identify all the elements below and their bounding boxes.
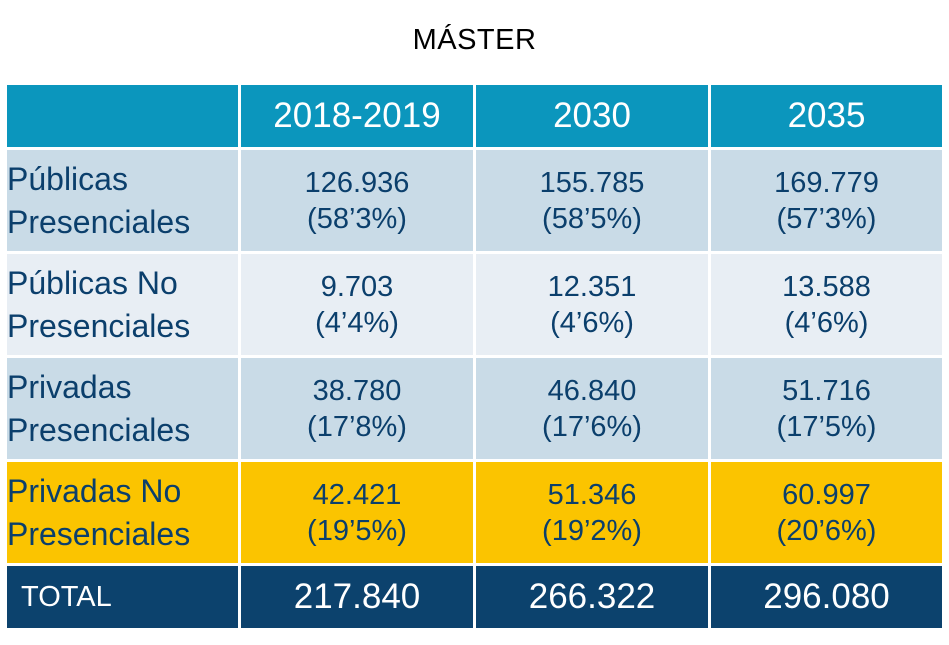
value-cell: 155.785 (58’5%): [473, 147, 711, 254]
value-number: 38.780: [312, 374, 402, 407]
table-row-privadas-presenciales: Privadas Presenciales 38.780 (17’8%) 46.…: [4, 355, 945, 462]
value-cell: 169.779 (57’3%): [708, 147, 945, 254]
table-row-publicas-presenciales: Públicas Presenciales 126.936 (58’3%) 15…: [4, 147, 945, 254]
column-header-2035: 2035: [708, 82, 945, 150]
value-cell: 51.716 (17’5%): [708, 355, 945, 462]
value-share: (58’5%): [542, 202, 642, 235]
table-row-publicas-no-presenciales: Públicas No Presenciales 9.703 (4’4%) 12…: [4, 251, 945, 358]
header-row: 2018-2019 2030 2035: [4, 82, 945, 150]
value-number: 13.588: [782, 270, 871, 303]
value-number: 51.716: [782, 374, 871, 407]
row-label: Públicas Presenciales: [4, 147, 241, 254]
value-number: 9.703: [320, 270, 394, 303]
value-share: (17’5%): [776, 410, 877, 443]
value-share: (4’6%): [784, 306, 869, 339]
value-cell: 126.936 (58’3%): [238, 147, 476, 254]
value-cell: 42.421 (19’5%): [238, 459, 476, 566]
value-cell: 38.780 (17’8%): [238, 355, 476, 462]
value-number: 42.421: [312, 478, 402, 511]
value-number: 51.346: [547, 478, 637, 511]
value-share: (4’6%): [550, 306, 634, 339]
total-value: 296.080: [708, 563, 945, 631]
row-label: Públicas No Presenciales: [4, 251, 241, 358]
value-share: (20’6%): [776, 514, 877, 547]
value-number: 155.785: [539, 166, 645, 199]
value-share: (17’8%): [307, 410, 407, 443]
value-share: (4’4%): [315, 306, 399, 339]
table-title: MÁSTER: [412, 24, 537, 56]
value-share: (17’6%): [542, 410, 642, 443]
column-header-2030: 2030: [473, 82, 711, 150]
row-label: Privadas Presenciales: [4, 355, 241, 462]
value-share: (19’5%): [307, 514, 407, 547]
total-value: 217.840: [238, 563, 476, 631]
value-cell: 12.351 (4’6%): [473, 251, 711, 358]
value-cell: 60.997 (20’6%): [708, 459, 945, 566]
value-share: (58’3%): [307, 202, 407, 235]
total-row: TOTAL 217.840 266.322 296.080: [4, 563, 945, 631]
column-header-2018-2019: 2018-2019: [238, 82, 476, 150]
master-table: 2018-2019 2030 2035 Públicas Presenciale…: [4, 82, 945, 631]
value-cell: 9.703 (4’4%): [238, 251, 476, 358]
value-number: 126.936: [304, 166, 410, 199]
table-row-privadas-no-presenciales: Privadas No Presenciales 42.421 (19’5%) …: [4, 459, 945, 566]
row-label: Privadas No Presenciales: [4, 459, 241, 566]
value-cell: 46.840 (17’6%): [473, 355, 711, 462]
value-number: 60.997: [782, 478, 871, 511]
value-number: 169.779: [774, 166, 879, 199]
total-label: TOTAL: [4, 563, 241, 631]
header-corner-cell: [4, 82, 241, 150]
value-number: 12.351: [547, 270, 637, 303]
value-number: 46.840: [547, 374, 637, 407]
value-cell: 51.346 (19’2%): [473, 459, 711, 566]
value-cell: 13.588 (4’6%): [708, 251, 945, 358]
total-value: 266.322: [473, 563, 711, 631]
value-share: (57’3%): [776, 202, 877, 235]
value-share: (19’2%): [542, 514, 642, 547]
